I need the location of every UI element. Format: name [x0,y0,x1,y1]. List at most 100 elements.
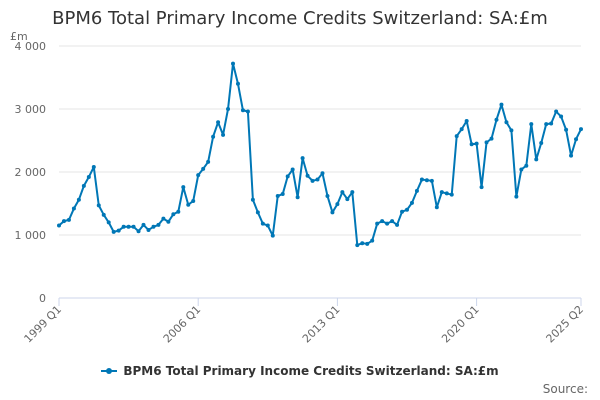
data-point[interactable] [265,223,270,228]
data-point[interactable] [444,191,449,196]
data-point[interactable] [539,141,544,146]
data-point[interactable] [400,209,405,214]
data-point[interactable] [196,173,201,178]
data-point[interactable] [116,228,121,233]
data-point[interactable] [390,219,395,224]
data-point[interactable] [250,197,255,202]
data-point[interactable] [469,142,474,147]
data-point[interactable] [340,190,345,195]
data-point[interactable] [300,156,305,161]
data-point[interactable] [166,219,171,224]
data-point[interactable] [61,219,66,224]
data-point[interactable] [86,175,91,180]
data-point[interactable] [71,206,76,211]
data-point[interactable] [345,197,350,202]
data-point[interactable] [186,202,191,207]
data-point[interactable] [509,128,514,133]
data-point[interactable] [295,195,300,200]
data-point[interactable] [161,216,166,221]
data-point[interactable] [101,212,106,217]
data-point[interactable] [459,127,464,132]
data-point[interactable] [569,153,574,158]
data-point[interactable] [156,222,161,227]
data-point[interactable] [534,157,539,162]
data-point[interactable] [424,178,429,183]
data-point[interactable] [499,102,504,107]
source-label[interactable]: Source: [542,382,588,396]
data-point[interactable] [454,134,459,139]
data-point[interactable] [231,61,235,66]
data-point[interactable] [76,197,81,202]
data-point[interactable] [380,219,385,224]
data-point[interactable] [240,108,245,113]
data-point[interactable] [315,177,320,182]
data-point[interactable] [111,229,116,234]
data-point[interactable] [325,193,330,198]
data-point[interactable] [151,224,156,229]
data-point[interactable] [564,127,569,132]
data-point[interactable] [449,192,454,197]
data-point[interactable] [280,192,285,197]
data-point[interactable] [365,241,370,246]
data-point[interactable] [479,185,484,190]
data-point[interactable] [464,118,469,123]
data-point[interactable] [181,185,186,190]
data-point[interactable] [524,163,529,168]
data-point[interactable] [91,164,96,169]
data-point[interactable] [474,141,479,146]
data-point[interactable] [484,140,489,145]
data-point[interactable] [81,183,86,188]
data-point[interactable] [330,210,335,215]
data-point[interactable] [226,107,231,111]
data-point[interactable] [370,238,375,243]
data-point[interactable] [66,217,71,222]
data-point[interactable] [221,132,226,137]
data-point[interactable] [305,173,310,178]
data-point[interactable] [245,109,250,114]
data-point[interactable] [255,210,260,215]
data-point[interactable] [559,114,564,119]
data-point[interactable] [206,159,211,164]
data-point[interactable] [549,121,554,126]
data-point[interactable] [419,177,424,182]
data-point[interactable] [146,227,151,232]
data-point[interactable] [504,120,509,125]
data-point[interactable] [395,222,400,227]
data-point[interactable] [171,212,176,217]
data-point[interactable] [235,81,240,86]
data-point[interactable] [126,224,131,229]
data-point[interactable] [106,220,111,225]
data-point[interactable] [57,223,61,228]
data-point[interactable] [191,198,196,203]
data-point[interactable] [514,194,519,199]
data-point[interactable] [201,166,206,171]
data-point[interactable] [131,224,136,229]
data-point[interactable] [375,221,380,226]
data-point[interactable] [579,127,583,132]
data-point[interactable] [216,120,221,125]
data-point[interactable] [310,178,315,183]
data-point[interactable] [434,205,439,210]
data-point[interactable] [489,136,494,141]
data-point[interactable] [529,122,534,127]
data-point[interactable] [211,134,216,139]
data-point[interactable] [260,221,265,226]
data-point[interactable] [544,122,549,127]
data-point[interactable] [176,209,181,214]
data-point[interactable] [360,241,365,246]
data-point[interactable] [96,203,101,208]
data-point[interactable] [414,188,419,193]
data-point[interactable] [574,137,579,142]
data-point[interactable] [290,167,295,172]
data-point[interactable] [350,190,355,195]
data-point[interactable] [519,167,524,172]
data-point[interactable] [270,233,275,238]
data-point[interactable] [320,171,325,176]
data-point[interactable] [121,224,126,229]
data-point[interactable] [494,117,499,122]
data-point[interactable] [136,229,141,234]
data-point[interactable] [275,193,280,198]
data-point[interactable] [285,174,290,179]
data-point[interactable] [405,207,409,212]
legend[interactable]: BPM6 Total Primary Income Credits Switze… [0,364,600,378]
